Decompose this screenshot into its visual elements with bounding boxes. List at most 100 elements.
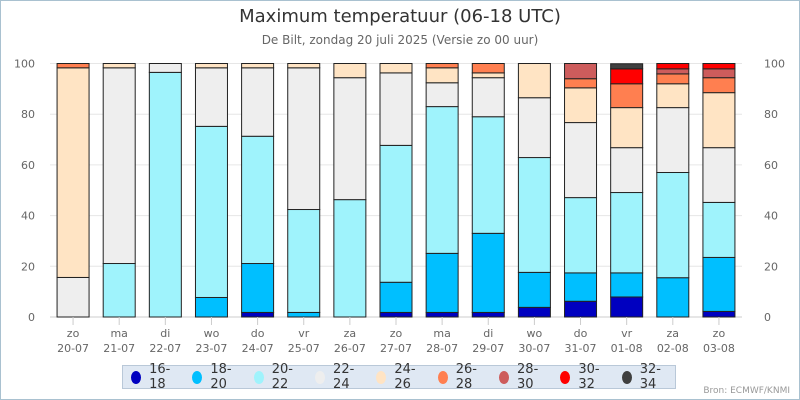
legend-item-32-34[interactable]: 32-34	[621, 362, 669, 392]
x-tick-label-day: vr	[298, 327, 310, 340]
x-tick-label-date: 25-07	[288, 342, 320, 355]
legend-label: 16-18	[149, 362, 171, 392]
bar-stack	[471, 63, 505, 318]
bar-segment-18-20	[656, 277, 690, 318]
y-axis-left: 0 20 40 60 80 100	[14, 58, 35, 325]
bar-segment-20-22	[287, 209, 321, 313]
y-tick-label-right: 100	[764, 58, 785, 71]
bar-stack	[656, 63, 690, 318]
x-tick-label-date: 02-08	[657, 342, 689, 355]
bar-segment-18-20	[702, 256, 736, 312]
bar-segment-26-28	[56, 63, 90, 69]
x-tick-label-day: do	[574, 327, 588, 340]
y-tick-label-right: 20	[764, 260, 778, 273]
bar-segment-24-26	[425, 67, 459, 84]
bar-segment-20-22	[656, 172, 690, 279]
bar-segment-16-18	[471, 311, 505, 318]
bar-stack	[241, 63, 275, 318]
x-tick-label-day: do	[251, 327, 265, 340]
bar-stack	[517, 63, 551, 318]
legend-item-26-28[interactable]: 26-28	[437, 362, 485, 392]
x-tick-label-day: wo	[204, 327, 220, 340]
legend-marker-icon	[376, 370, 387, 384]
bar-segment-24-26	[56, 67, 90, 278]
bar-segment-18-20	[241, 263, 275, 313]
x-tick-label-date: 27-07	[380, 342, 412, 355]
bar-segment-22-24	[241, 67, 275, 137]
bar-segment-26-28	[471, 63, 505, 74]
x-tick-label-date: 23-07	[195, 342, 227, 355]
legend-item-20-22[interactable]: 20-22	[253, 362, 301, 392]
bar-segment-30-32	[610, 68, 644, 85]
bar-segment-18-20	[287, 311, 321, 318]
bar-segment-18-20	[425, 252, 459, 313]
x-tick-label-day: zo	[67, 327, 80, 340]
bar-segment-24-26	[287, 63, 321, 69]
x-tick-label-date: 22-07	[149, 342, 181, 355]
bar-stack	[379, 63, 413, 318]
legend-item-18-20[interactable]: 18-20	[192, 362, 239, 392]
legend-label: 20-22	[271, 362, 293, 392]
bar-segment-18-20	[517, 271, 551, 308]
bar-stack	[333, 63, 367, 318]
x-tick-label-date: 21-07	[103, 342, 135, 355]
bar-segment-18-20	[471, 232, 505, 313]
bar-segment-24-26	[194, 63, 228, 69]
bar-segment-16-18	[241, 311, 275, 318]
bar-segment-22-24	[656, 107, 690, 174]
x-tick-label-day: zo	[713, 327, 726, 340]
bar-segment-20-22	[702, 201, 736, 258]
bar-segment-28-30	[702, 68, 736, 79]
x-tick-label-date: 26-07	[334, 342, 366, 355]
x-tick-label-date: 24-07	[242, 342, 274, 355]
bar-segment-22-24	[471, 77, 505, 118]
bars	[56, 63, 736, 318]
bar-segment-20-22	[425, 106, 459, 254]
y-tick-label-left: 60	[21, 159, 35, 172]
x-tick-label-date: 31-07	[565, 342, 597, 355]
chart-title: Maximum temperatuur (06-18 UTC)	[239, 6, 561, 27]
legend-marker-icon	[192, 370, 203, 384]
bar-segment-16-18	[702, 310, 736, 318]
bar-segment-24-26	[241, 63, 275, 69]
bar-segment-22-24	[517, 97, 551, 159]
legend-item-24-26[interactable]: 24-26	[376, 362, 423, 392]
bar-segment-20-22	[379, 144, 413, 283]
legend-item-22-24[interactable]: 22-24	[314, 362, 362, 392]
legend-marker-icon	[498, 370, 510, 384]
y-tick-label-right: 0	[764, 311, 771, 324]
bar-stack	[702, 63, 736, 318]
x-tick-label-day: di	[160, 327, 170, 340]
x-tick-label-date: 20-07	[57, 342, 89, 355]
bar-segment-22-24	[333, 77, 367, 201]
bar-segment-26-28	[656, 73, 690, 85]
bar-stack	[425, 63, 459, 318]
bar-segment-16-18	[610, 296, 644, 318]
legend-marker-icon	[437, 370, 448, 384]
y-tick-label-right: 60	[764, 159, 778, 172]
bar-segment-20-22	[471, 116, 505, 234]
bar-segment-18-20	[194, 296, 228, 318]
bar-segment-22-24	[425, 82, 459, 108]
bar-segment-20-22	[564, 197, 598, 274]
x-tick-label-day: za	[344, 327, 357, 340]
bar-segment-22-24	[564, 122, 598, 199]
x-tick-label-date: 30-07	[518, 342, 550, 355]
bar-segment-24-26	[379, 63, 413, 74]
legend-item-28-30[interactable]: 28-30	[498, 362, 546, 392]
legend-label: 32-34	[639, 362, 661, 392]
bar-segment-32-34	[610, 63, 644, 70]
bar-segment-28-30	[564, 63, 598, 80]
bar-segment-28-30	[656, 68, 690, 75]
legend-label: 22-24	[333, 362, 355, 392]
bar-segment-18-20	[610, 272, 644, 298]
bar-stack	[610, 63, 644, 318]
legend-item-30-32[interactable]: 30-32	[560, 362, 607, 392]
legend-marker-icon	[560, 370, 571, 384]
legend-item-16-18[interactable]: 16-18	[131, 362, 178, 392]
chart-subtitle: De Bilt, zondag 20 juli 2025 (Versie zo …	[261, 33, 539, 47]
bar-stack	[148, 63, 182, 318]
bar-segment-18-20	[564, 272, 598, 302]
legend-label: 24-26	[394, 362, 416, 392]
x-tick-label-day: wo	[527, 327, 543, 340]
